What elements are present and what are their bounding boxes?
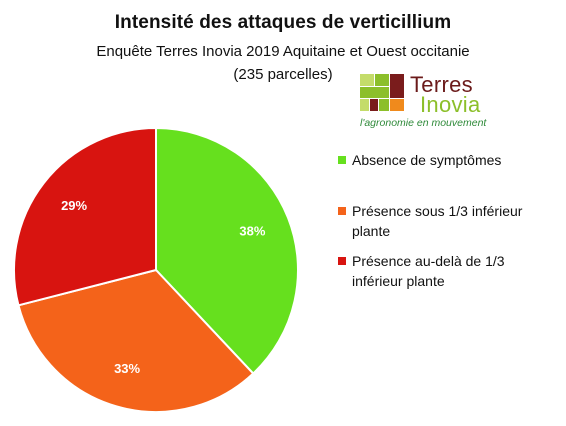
legend-swatch-absence bbox=[338, 156, 346, 164]
pie-data-label-sous-tiers: 33% bbox=[114, 361, 140, 376]
chart-subtitle-line-2: (235 parcelles) bbox=[233, 66, 333, 83]
legend-swatch-sous-tiers bbox=[338, 207, 346, 215]
logo-word-inovia: Inovia bbox=[420, 92, 481, 117]
chart-subtitle-line-1: Enquête Terres Inovia 2019 Aquitaine et … bbox=[96, 43, 470, 60]
logo-tagline: l'agronomie en mouvement bbox=[360, 117, 487, 129]
terres-inovia-logo: Terres Inovia l'agronomie en mouvement bbox=[358, 72, 508, 132]
legend-label-sous-tiers: Présence sous 1/3 inférieur plante bbox=[352, 203, 523, 239]
pie-slice-sous-tiers bbox=[17, 268, 255, 413]
legend-label-au-dela: Présence au-delà de 1/3 inférieur plante bbox=[352, 253, 505, 289]
legend-label-absence: Absence de symptômes bbox=[352, 152, 502, 168]
pie-slice-au-dela bbox=[13, 126, 157, 307]
pie-slice-absence bbox=[155, 126, 299, 375]
legend-swatch-au-dela bbox=[338, 257, 346, 265]
pie-data-label-absence: 38% bbox=[239, 223, 265, 238]
terres-inovia-logo-icon bbox=[360, 74, 404, 112]
logo-word-terres: Terres bbox=[410, 72, 473, 97]
chart-title: Intensité des attaques de verticillium bbox=[114, 12, 452, 33]
pie-data-label-au-dela: 29% bbox=[61, 198, 87, 213]
